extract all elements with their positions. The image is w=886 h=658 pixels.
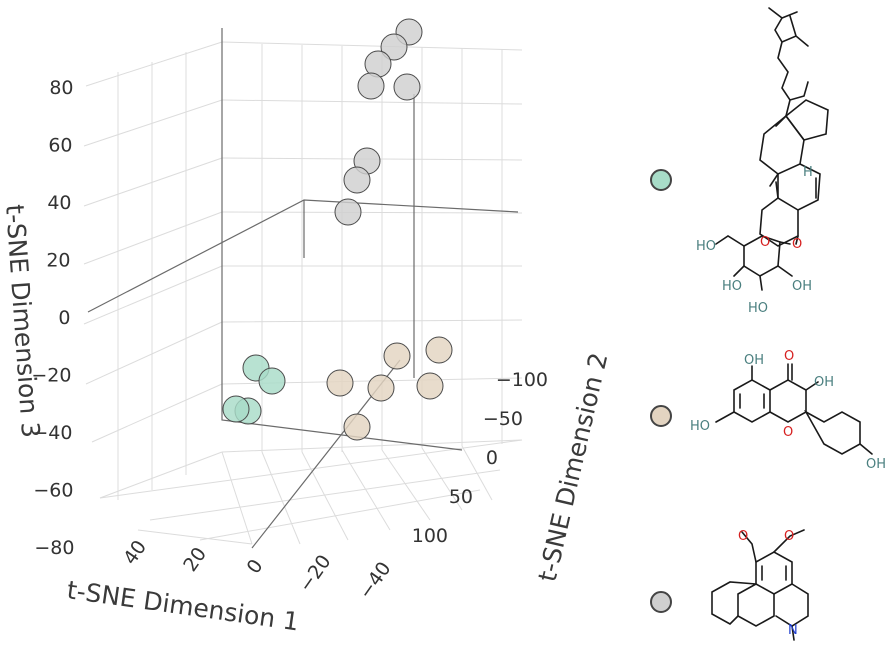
flavonol-structure-icon: O OH OH HO O OH: [690, 349, 886, 472]
aporphine-alkaloid-structure-icon: O O N: [711, 529, 809, 641]
z-tick-label: −20: [31, 365, 71, 387]
x-tick-label: 20: [179, 543, 211, 575]
hydroxyl-label: OH: [792, 279, 812, 294]
x-tick-label: −20: [295, 551, 336, 596]
data-point: [367, 374, 395, 402]
data-point: [380, 33, 408, 61]
hydroxyl-label: OH: [814, 375, 834, 390]
y-tick-label: 0: [486, 447, 498, 469]
data-point: [425, 336, 453, 364]
chart-grid: [83, 41, 523, 545]
z-tick-label: 80: [49, 77, 73, 99]
z-tick-label: −40: [32, 422, 72, 444]
x-tick-label: 40: [119, 536, 151, 568]
z-tick-label: −60: [33, 480, 73, 502]
y-tick-label: 50: [449, 486, 473, 508]
hydroxyl-label: OH: [744, 353, 764, 368]
o-atom-label: O: [738, 529, 748, 544]
o-atom-label: O: [783, 425, 793, 440]
hydroxyl-label: HO: [690, 419, 710, 434]
data-point: [383, 342, 411, 370]
n-atom-label: N: [788, 623, 798, 638]
z-tick-label: 20: [46, 250, 70, 272]
steroid-glycoside-structure-icon: H O O HO HO HO OH: [696, 7, 829, 316]
z-tick-label: 0: [58, 307, 70, 329]
hydroxyl-label: OH: [866, 457, 886, 472]
z-axis-ticks: 80 60 40 20 0 −20 −40 −60 −80: [31, 77, 74, 559]
data-point: [258, 367, 286, 395]
legend: [650, 169, 672, 613]
o-atom-label: O: [792, 237, 802, 252]
data-point: [222, 395, 250, 423]
y-tick-label: 100: [412, 525, 448, 547]
data-point: [343, 166, 371, 194]
hydroxyl-label: HO: [722, 279, 742, 294]
o-atom-label: O: [784, 349, 794, 364]
legend-marker-alkaloid: [650, 591, 672, 613]
z-tick-label: 60: [48, 135, 72, 157]
data-point: [343, 413, 371, 441]
data-point: [326, 369, 354, 397]
o-atom-label: O: [760, 235, 770, 250]
y-tick-label: −50: [483, 408, 523, 430]
data-point: [357, 72, 385, 100]
x-tick-label: −40: [355, 558, 396, 603]
data-point: [334, 198, 362, 226]
legend-marker-steroid: [650, 169, 672, 191]
x-tick-label: 0: [243, 555, 268, 578]
o-atom-label: O: [784, 529, 794, 544]
data-point: [416, 372, 444, 400]
hydroxyl-label: HO: [696, 239, 716, 254]
z-tick-label: −80: [34, 537, 74, 559]
data-point: [393, 73, 421, 101]
h-atom-label: H: [803, 165, 813, 180]
x-axis-label: t-SNE Dimension 1: [65, 575, 301, 636]
y-tick-label: −100: [496, 369, 548, 391]
legend-marker-flavonol: [650, 405, 672, 427]
hydroxyl-label: HO: [748, 301, 768, 316]
z-axis-label: t-SNE Dimension 3: [0, 203, 45, 438]
axis-frame: [87, 28, 519, 549]
z-tick-label: 40: [47, 192, 71, 214]
data-points: [222, 18, 453, 441]
